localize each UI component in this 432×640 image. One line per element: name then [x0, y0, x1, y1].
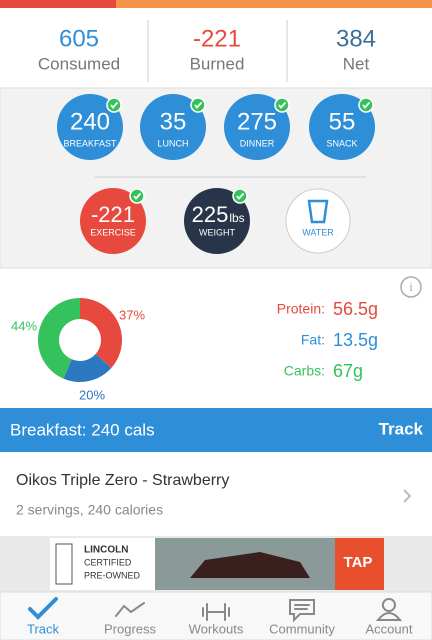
- meal-circle: [57, 94, 123, 160]
- weight-label: WEIGHT: [199, 227, 235, 237]
- tab-label: Track: [27, 621, 60, 636]
- check-badge: [129, 188, 145, 204]
- macro-name: Fat:: [301, 332, 325, 348]
- tab-icon: [28, 597, 58, 620]
- weight-button[interactable]: 225 lbs WEIGHT: [184, 188, 250, 254]
- ad-cta-bg: [335, 538, 384, 590]
- tab[interactable]: Track: [27, 597, 60, 636]
- water-label: WATER: [302, 227, 334, 237]
- exercise-value: -221: [91, 202, 135, 227]
- meal-value: 240: [70, 108, 110, 135]
- meal-circle: [309, 94, 375, 160]
- progress-used: [0, 0, 116, 8]
- weight-circle: [184, 188, 250, 254]
- exercise-label: EXERCISE: [90, 227, 136, 237]
- food-row[interactable]: Oikos Triple Zero - Strawberry 2 serving…: [16, 472, 412, 518]
- net-value: 384: [336, 25, 376, 52]
- check-icon: [133, 192, 142, 200]
- meal-label: BREAKFAST: [63, 138, 117, 148]
- water-button[interactable]: WATER: [285, 188, 351, 254]
- check-badge: [274, 97, 290, 113]
- meal-value: 55: [329, 108, 356, 135]
- weight-unit: lbs: [229, 211, 244, 225]
- macro-name: Protein:: [277, 301, 325, 317]
- tab-icon: [115, 602, 145, 617]
- ad-brand: LINCOLN: [84, 545, 128, 556]
- ad-car: [190, 552, 310, 578]
- meal-value: 35: [160, 108, 187, 135]
- tab-label: Account: [366, 621, 413, 636]
- check-badge: [358, 97, 374, 113]
- meal-header: [0, 408, 432, 452]
- macro-amount: 56.5g: [333, 299, 378, 319]
- ad-cta: TAP: [344, 554, 373, 571]
- tab-label: Community: [269, 621, 335, 636]
- water-glass-icon: [307, 199, 329, 224]
- food-detail: 2 servings, 240 calories: [16, 502, 163, 518]
- tab[interactable]: Workouts: [189, 603, 244, 636]
- check-badge: [106, 97, 122, 113]
- check-icon: [278, 101, 287, 109]
- pie-slice: [38, 298, 80, 379]
- ad-line: CERTIFIED: [84, 557, 132, 567]
- pie-label: 44%: [11, 318, 37, 333]
- meal-circle: [140, 94, 206, 160]
- tab[interactable]: Community: [269, 599, 335, 636]
- tab-bar: [0, 591, 432, 640]
- pie-slice: [63, 354, 112, 382]
- consumed-value: 605: [59, 25, 99, 52]
- meal-label: DINNER: [240, 138, 275, 148]
- meal-title: Breakfast: 240 cals: [10, 420, 155, 439]
- meal-label: LUNCH: [157, 138, 188, 148]
- check-icon: [236, 192, 245, 200]
- food-name: Oikos Triple Zero - Strawberry: [16, 472, 229, 489]
- ad-banner[interactable]: LINCOLN CERTIFIED PRE-OWNED TAP: [50, 538, 384, 590]
- pie-label: 20%: [79, 387, 105, 402]
- pie-slice: [80, 298, 123, 369]
- check-icon: [110, 101, 119, 109]
- consumed-label: Consumed: [38, 54, 120, 73]
- meal-circle: [224, 94, 290, 160]
- tab-icon: [375, 598, 403, 621]
- info-icon[interactable]: [400, 276, 422, 298]
- meal-button[interactable]: 240 BREAKFAST: [57, 94, 123, 160]
- net-label: Net: [343, 54, 370, 73]
- chevron: [403, 489, 412, 503]
- exercise-circle: [80, 188, 146, 254]
- tab-label: Progress: [104, 621, 157, 636]
- burned-label: Burned: [190, 54, 245, 73]
- meal-value: 275: [237, 108, 277, 135]
- macro-name: Carbs:: [284, 363, 325, 379]
- burned-value: -221: [193, 25, 241, 52]
- track-button[interactable]: Track: [379, 419, 424, 438]
- info-glyph: i: [409, 279, 413, 294]
- meal-button[interactable]: 35 LUNCH: [140, 94, 206, 160]
- pie-label: 37%: [119, 307, 145, 322]
- macro-amount: 13.5g: [333, 330, 378, 350]
- ad-line: PRE-OWNED: [84, 570, 141, 580]
- check-icon: [362, 101, 371, 109]
- tab-label: Workouts: [189, 621, 244, 636]
- weight-value: 225: [192, 202, 229, 227]
- check-icon: [194, 101, 203, 109]
- tab[interactable]: Account: [366, 598, 413, 636]
- macro-amount: 67g: [333, 361, 363, 381]
- tab-icon: [202, 603, 230, 621]
- tab[interactable]: Progress: [104, 602, 157, 636]
- exercise-button[interactable]: -221 EXERCISE: [80, 188, 146, 254]
- meal-button[interactable]: 55 SNACK: [309, 94, 375, 160]
- check-badge: [232, 188, 248, 204]
- check-badge: [190, 97, 206, 113]
- meal-label: SNACK: [326, 138, 357, 148]
- ad-logo: [55, 543, 73, 585]
- meal-button[interactable]: 275 DINNER: [224, 94, 290, 160]
- tab-icon: [289, 599, 315, 623]
- progress-remaining: [116, 0, 432, 8]
